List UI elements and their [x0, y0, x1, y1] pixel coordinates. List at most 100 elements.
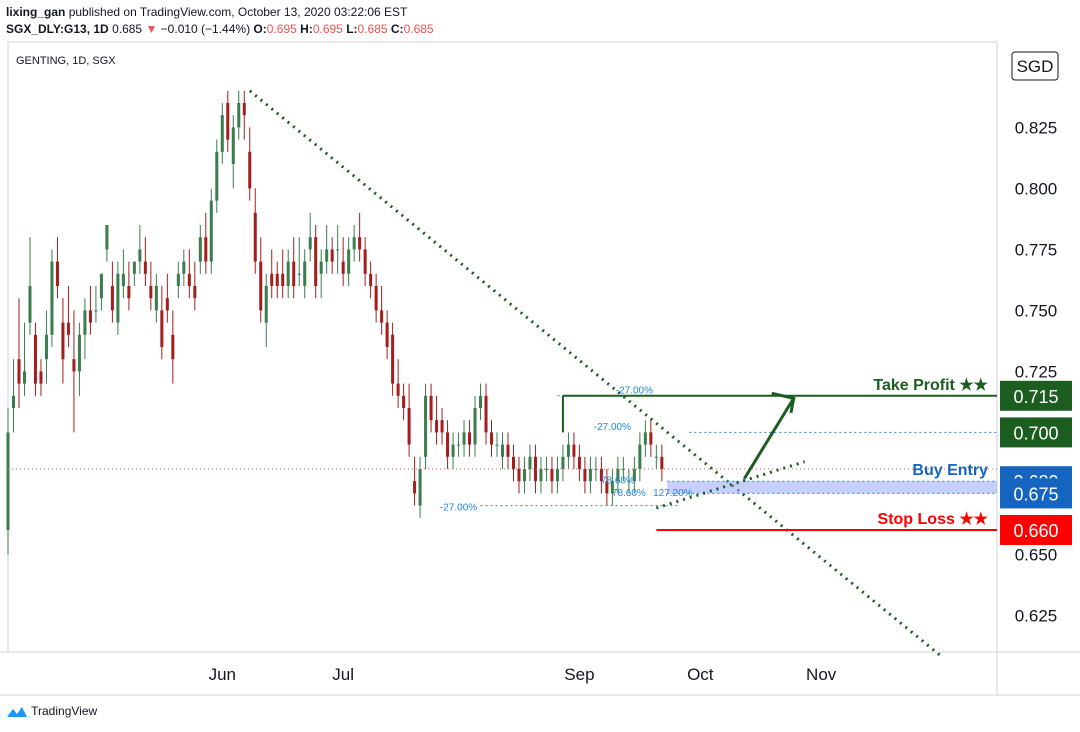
candle-body: [605, 481, 609, 494]
candle-body: [649, 432, 653, 445]
candle-body: [511, 456, 515, 469]
y-tick-label: 0.775: [1015, 240, 1058, 259]
price-change: −0.010 (−1.44%): [160, 22, 251, 36]
candle: [138, 225, 142, 274]
candle-body: [286, 261, 290, 286]
candle-body: [500, 444, 505, 457]
candle: [468, 420, 472, 457]
candle-body: [319, 261, 323, 274]
candle: [517, 456, 521, 494]
candle-body: [231, 127, 235, 164]
candle-body: [132, 261, 136, 274]
candle: [396, 359, 400, 408]
candle-body: [55, 261, 59, 286]
candle-body: [610, 481, 614, 494]
candle: [539, 456, 543, 494]
candle: [44, 310, 48, 384]
candle: [352, 225, 356, 262]
publish-info: published on TradingView.com, October 13…: [68, 5, 408, 19]
candle-body: [94, 310, 98, 312]
candle: [11, 359, 16, 433]
candle-body: [292, 261, 296, 286]
candle: [110, 261, 114, 323]
candle: [187, 249, 191, 299]
open-value: 0.695: [266, 22, 297, 36]
candle-body: [253, 212, 257, 262]
candle-body: [385, 322, 389, 347]
uptrend-line: [655, 460, 806, 510]
currency-label: SGD: [1017, 57, 1054, 76]
candle: [209, 188, 213, 274]
candle-body: [369, 273, 373, 286]
candle: [198, 225, 202, 274]
candle-body: [495, 444, 499, 446]
candle: [435, 395, 439, 445]
candle: [495, 432, 499, 457]
candle: [314, 225, 318, 299]
candle-body: [308, 237, 312, 250]
candle: [325, 225, 329, 274]
candle-body: [341, 261, 345, 274]
candle-body: [204, 237, 208, 262]
chart-title: GENTING, 1D, SGX: [16, 55, 116, 67]
candle: [259, 237, 263, 323]
candle: [533, 444, 537, 494]
candle-body: [72, 359, 76, 372]
candle: [627, 469, 631, 494]
author-name[interactable]: lixing_gan: [6, 5, 66, 19]
last-price: 0.685: [112, 22, 143, 36]
candle-body: [363, 249, 367, 274]
candle-body: [402, 395, 406, 408]
candle: [413, 456, 417, 506]
candle-body: [226, 103, 230, 140]
candle-body: [105, 225, 109, 250]
candle: [275, 261, 279, 299]
footer: TradingView: [6, 704, 97, 724]
candle: [160, 286, 164, 360]
candle: [528, 444, 532, 482]
candle: [605, 469, 609, 506]
candle-body: [660, 456, 664, 469]
candle-body: [215, 151, 219, 201]
candle: [462, 420, 466, 457]
candle-body: [632, 469, 636, 482]
candle-body: [555, 469, 559, 482]
candle-body: [297, 273, 301, 275]
open-label: O:: [253, 22, 267, 36]
candle: [374, 273, 378, 323]
candle-body: [237, 103, 241, 128]
candle-body: [654, 456, 658, 458]
candle: [402, 383, 406, 421]
close-label: C:: [390, 22, 404, 36]
fib-label: 78.60%: [612, 488, 646, 499]
candle-body: [99, 273, 103, 299]
candle: [621, 456, 625, 482]
candle-body: [468, 432, 472, 445]
candle-body: [187, 273, 191, 286]
buy-entry-label: Buy Entry: [912, 462, 988, 479]
currency-box: [1011, 51, 1059, 81]
take-profit-price-tag: [1000, 380, 1072, 411]
candle: [127, 261, 131, 311]
candle-body: [259, 261, 263, 311]
candle-body: [473, 408, 477, 445]
candle-body: [314, 237, 318, 286]
candle: [281, 249, 285, 299]
candle: [566, 432, 570, 469]
candle: [226, 90, 230, 152]
candle-body: [248, 151, 252, 189]
candle: [132, 261, 136, 286]
candle-body: [303, 261, 307, 286]
candle-body: [616, 469, 620, 482]
candle-body: [83, 310, 87, 335]
target-arrow-head: [771, 391, 796, 414]
candle: [50, 249, 54, 347]
candle-body: [11, 395, 16, 408]
candle: [193, 261, 197, 311]
candle-body: [209, 200, 213, 262]
candle-body: [17, 359, 21, 384]
footer-brand[interactable]: TradingView: [31, 704, 98, 718]
candle: [544, 456, 548, 482]
candle: [22, 322, 26, 396]
